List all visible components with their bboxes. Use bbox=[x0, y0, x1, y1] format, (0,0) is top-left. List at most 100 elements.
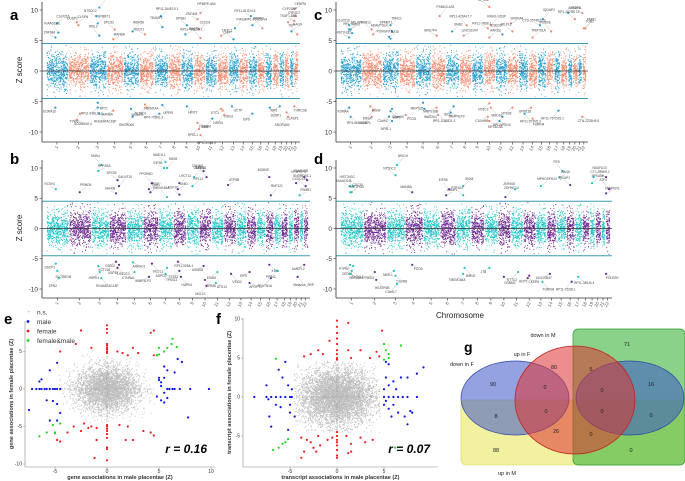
data-point bbox=[49, 79, 51, 81]
data-point bbox=[48, 86, 50, 88]
data-point bbox=[207, 81, 208, 83]
data-point bbox=[210, 79, 212, 81]
data-point bbox=[139, 80, 141, 82]
data-point bbox=[207, 75, 209, 77]
data-point bbox=[50, 71, 52, 73]
data-point bbox=[199, 76, 200, 78]
data-point bbox=[245, 53, 247, 55]
data-point bbox=[176, 53, 177, 55]
data-point bbox=[76, 53, 77, 54]
data-point bbox=[71, 68, 73, 70]
data-point bbox=[209, 71, 210, 73]
data-point bbox=[159, 66, 161, 68]
data-point bbox=[213, 66, 215, 68]
data-point bbox=[110, 67, 112, 69]
data-point bbox=[152, 72, 154, 74]
data-point bbox=[85, 60, 87, 62]
data-point bbox=[269, 71, 271, 73]
data-point bbox=[124, 73, 125, 74]
data-point bbox=[254, 64, 256, 66]
data-point bbox=[80, 76, 82, 78]
data-point bbox=[56, 81, 58, 83]
data-point bbox=[97, 76, 98, 78]
data-point bbox=[220, 61, 221, 63]
data-point bbox=[203, 65, 205, 67]
data-point bbox=[54, 61, 56, 62]
data-point bbox=[189, 65, 191, 66]
data-point bbox=[49, 67, 51, 69]
data-point bbox=[111, 76, 113, 78]
data-point bbox=[115, 64, 117, 66]
data-point bbox=[177, 78, 178, 80]
data-point bbox=[205, 66, 207, 68]
data-point bbox=[84, 54, 86, 56]
data-point bbox=[213, 58, 214, 60]
data-point bbox=[182, 84, 184, 86]
data-point bbox=[211, 59, 212, 61]
data-point bbox=[261, 71, 263, 73]
data-point bbox=[169, 71, 171, 73]
data-point bbox=[115, 61, 117, 63]
data-point bbox=[250, 87, 252, 89]
data-point bbox=[127, 73, 129, 75]
data-point bbox=[215, 68, 216, 70]
data-point bbox=[131, 88, 133, 90]
data-point bbox=[158, 59, 160, 61]
data-point bbox=[70, 53, 71, 55]
data-point bbox=[93, 69, 95, 70]
data-point bbox=[101, 62, 103, 64]
data-point bbox=[101, 67, 103, 69]
data-point bbox=[101, 71, 103, 73]
data-point bbox=[149, 71, 151, 73]
data-point bbox=[90, 57, 92, 58]
data-point bbox=[99, 68, 101, 69]
data-point bbox=[175, 69, 177, 71]
data-point bbox=[109, 63, 111, 65]
data-point bbox=[124, 74, 125, 76]
data-point bbox=[137, 64, 139, 65]
data-point bbox=[83, 61, 85, 62]
data-point bbox=[115, 84, 117, 86]
data-point bbox=[223, 67, 225, 69]
data-point bbox=[78, 82, 80, 83]
data-point bbox=[270, 61, 272, 63]
data-point bbox=[214, 70, 216, 71]
data-point bbox=[187, 67, 189, 69]
data-point bbox=[66, 90, 68, 92]
data-point bbox=[125, 57, 126, 59]
data-point bbox=[51, 83, 53, 85]
data-point bbox=[99, 81, 101, 83]
data-point bbox=[136, 77, 138, 79]
data-point bbox=[191, 58, 193, 60]
data-point bbox=[88, 78, 90, 79]
data-point bbox=[98, 64, 100, 66]
data-point bbox=[256, 66, 257, 68]
data-point bbox=[141, 74, 143, 76]
data-point bbox=[242, 54, 244, 56]
data-point bbox=[258, 65, 260, 66]
data-point bbox=[103, 55, 105, 57]
data-point bbox=[261, 74, 263, 76]
data-point bbox=[135, 65, 137, 66]
data-point bbox=[185, 50, 187, 51]
data-point bbox=[221, 85, 223, 87]
data-point bbox=[123, 69, 125, 71]
data-point bbox=[197, 72, 199, 74]
data-point bbox=[232, 56, 234, 58]
data-point bbox=[170, 59, 172, 61]
data-point bbox=[142, 74, 144, 76]
data-point bbox=[62, 58, 64, 59]
data-point bbox=[159, 73, 161, 75]
data-point bbox=[88, 73, 90, 75]
data-point bbox=[175, 94, 177, 95]
data-point bbox=[245, 76, 247, 78]
data-point bbox=[135, 83, 137, 85]
data-point bbox=[239, 66, 241, 68]
data-point bbox=[129, 63, 131, 65]
data-point bbox=[83, 72, 85, 73]
data-point bbox=[141, 66, 143, 68]
data-point bbox=[142, 56, 143, 58]
data-point bbox=[137, 68, 139, 70]
data-point bbox=[271, 60, 273, 62]
data-point bbox=[82, 73, 83, 75]
